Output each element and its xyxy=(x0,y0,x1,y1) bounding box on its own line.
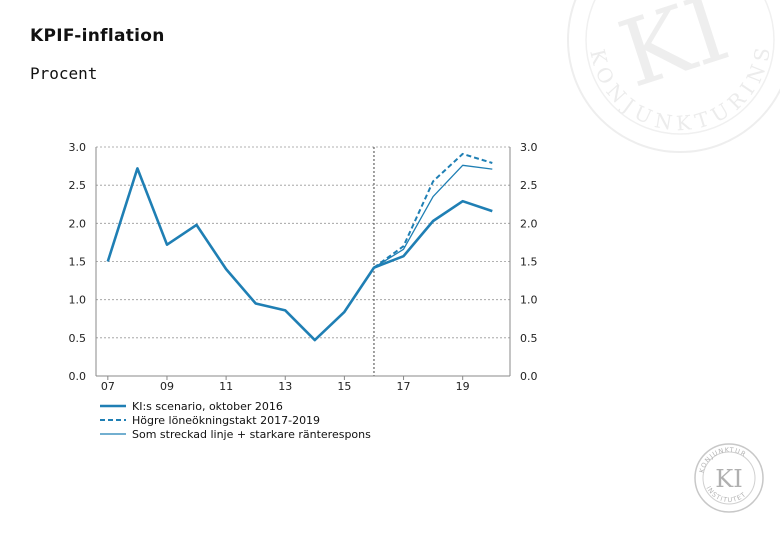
series-line-3 xyxy=(373,164,493,269)
y-tick-label-right-1.0: 1.0 xyxy=(520,294,538,307)
ki-seal-logo: KONJUNKTUR INSTITUTET KI xyxy=(694,443,764,513)
legend-label-1: KI:s scenario, oktober 2016 xyxy=(132,400,283,413)
y-tick-label-left-3.0: 3.0 xyxy=(69,141,87,154)
y-tick-label-left-1.0: 1.0 xyxy=(69,294,87,307)
x-tick-label-13: 13 xyxy=(278,380,292,393)
series-line-1 xyxy=(106,167,493,342)
x-tick-label-11: 11 xyxy=(219,380,233,393)
x-tick-label-19: 19 xyxy=(456,380,470,393)
slide-subtitle: Procent xyxy=(30,64,98,83)
series-line-2 xyxy=(373,152,493,269)
x-tick-label-15: 15 xyxy=(337,380,351,393)
y-tick-label-right-1.5: 1.5 xyxy=(520,256,538,269)
y-tick-label-left-0.0: 0.0 xyxy=(69,370,87,383)
y-tick-label-right-0.0: 0.0 xyxy=(520,370,538,383)
x-tick-label-09: 09 xyxy=(160,380,174,393)
y-tick-label-left-0.5: 0.5 xyxy=(69,332,87,345)
x-tick-label-07: 07 xyxy=(101,380,115,393)
legend-label-3: Som streckad linje + starkare ränterespo… xyxy=(132,428,371,441)
y-tick-label-left-2.5: 2.5 xyxy=(69,179,87,192)
y-tick-label-right-2.5: 2.5 xyxy=(520,179,538,192)
slide-title: KPIF-inflation xyxy=(30,26,165,46)
svg-text:KI: KI xyxy=(715,465,742,493)
legend-label-2: Högre löneökningstakt 2017-2019 xyxy=(132,414,320,427)
y-tick-label-left-1.5: 1.5 xyxy=(69,256,87,269)
x-tick-label-17: 17 xyxy=(397,380,411,393)
y-tick-label-right-2.0: 2.0 xyxy=(520,217,538,230)
y-tick-label-right-0.5: 0.5 xyxy=(520,332,538,345)
y-tick-label-right-3.0: 3.0 xyxy=(520,141,538,154)
y-tick-label-left-2.0: 2.0 xyxy=(69,217,87,230)
